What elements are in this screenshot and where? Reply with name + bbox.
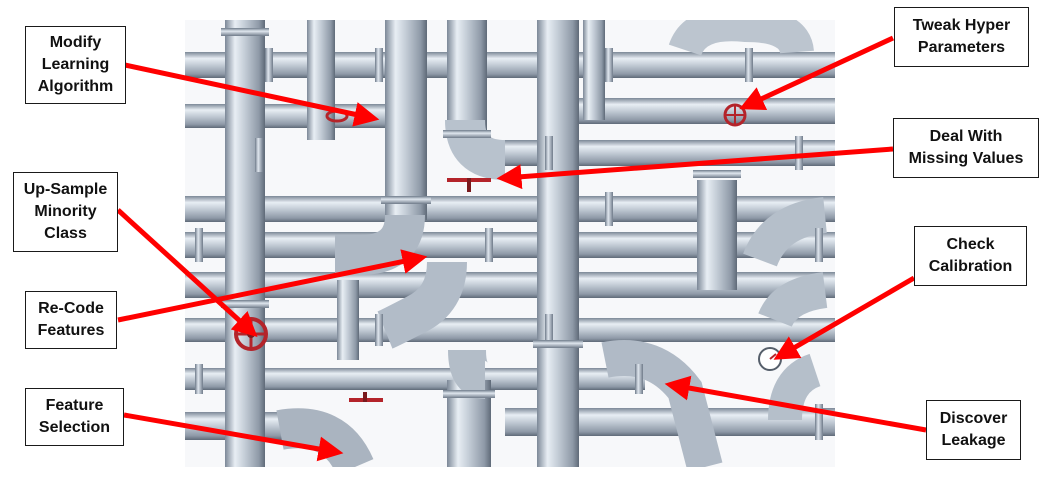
label-check-calibration: Check Calibration <box>914 226 1027 286</box>
valve-wheel-icon <box>234 317 268 351</box>
pressure-gauge-icon <box>758 347 782 371</box>
label-feature-selection: Feature Selection <box>25 388 124 446</box>
label-modify-learning-algorithm: Modify Learning Algorithm <box>25 26 126 104</box>
pipes-image <box>185 7 835 476</box>
pipes-drawing <box>185 7 835 476</box>
label-upsample-minority-class: Up-Sample Minority Class <box>13 172 118 252</box>
valve-wheel-icon <box>349 392 383 402</box>
valve-wheel-icon <box>447 178 491 192</box>
label-recode-features: Re-Code Features <box>25 291 117 349</box>
label-deal-with-missing-values: Deal With Missing Values <box>893 118 1039 178</box>
valve-wheel-icon <box>723 103 747 127</box>
label-tweak-hyper-parameters: Tweak Hyper Parameters <box>894 7 1029 67</box>
label-discover-leakage: Discover Leakage <box>926 400 1021 460</box>
vertical-pipes <box>225 20 737 467</box>
